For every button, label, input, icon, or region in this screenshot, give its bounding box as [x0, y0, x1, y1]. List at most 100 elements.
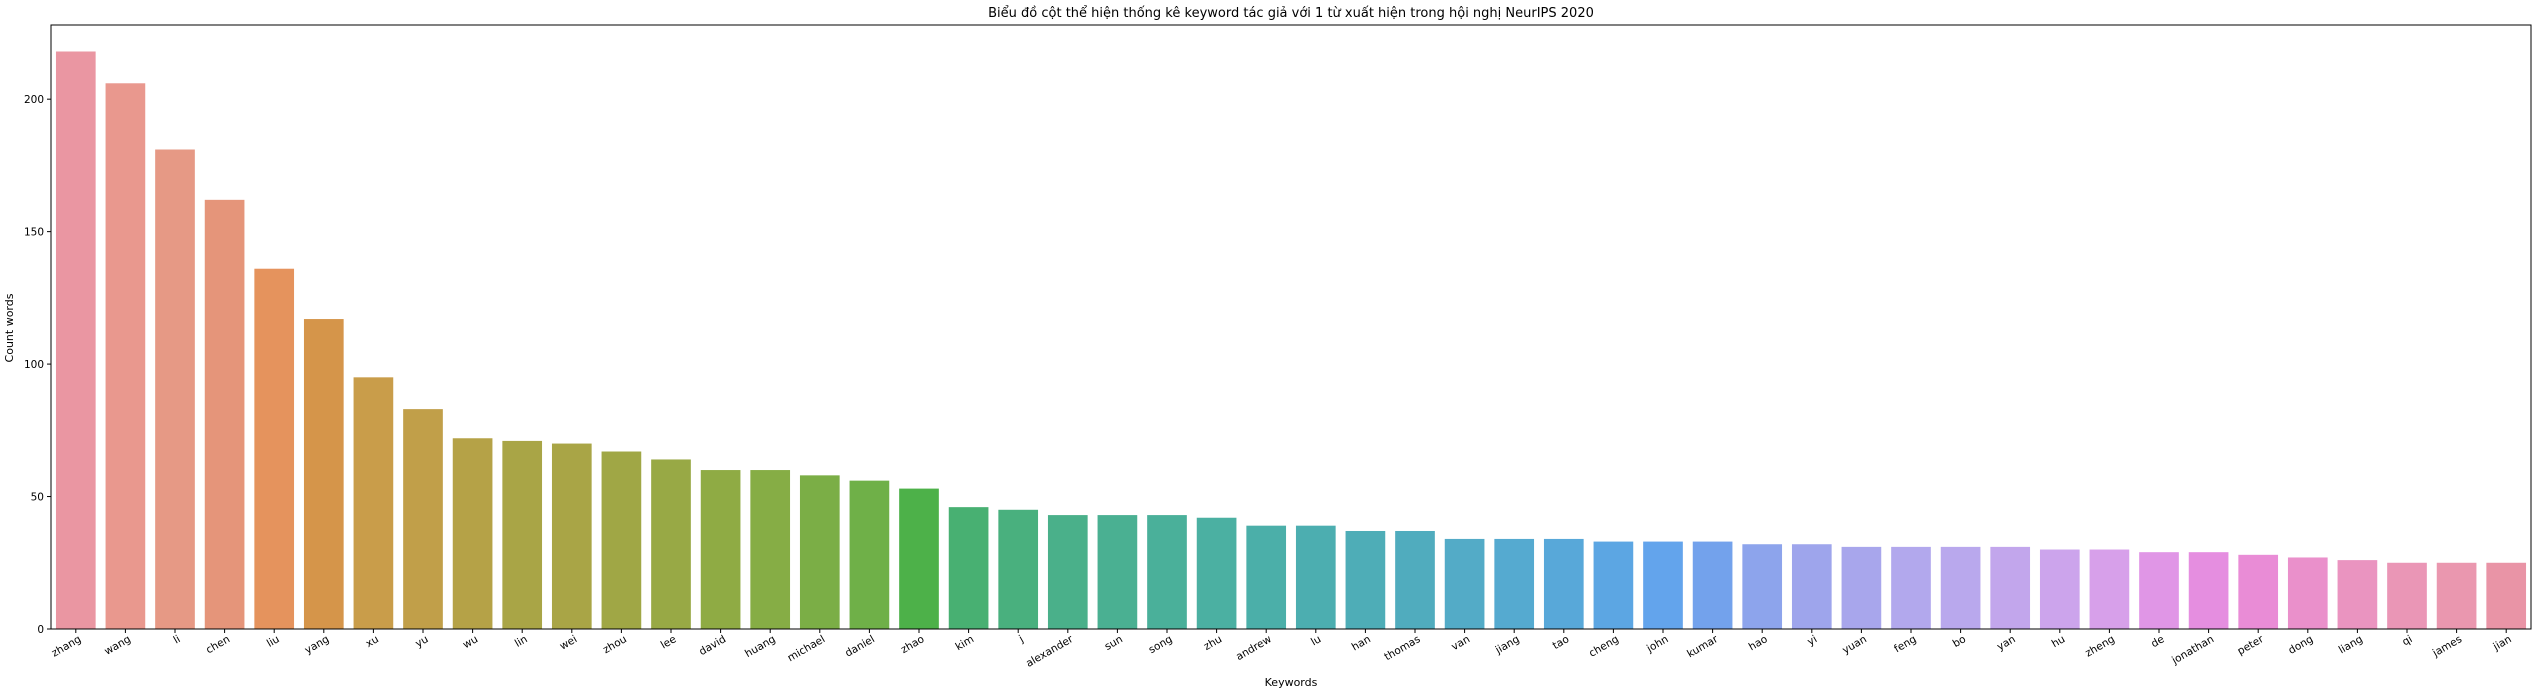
- x-tick-label: zhang: [50, 633, 84, 659]
- bar-hao: [1742, 544, 1783, 629]
- bar-john: [1643, 541, 1683, 629]
- x-tick-label: lu: [1309, 633, 1323, 648]
- bar-jian: [2486, 562, 2527, 629]
- x-tick-label: zhou: [601, 633, 629, 656]
- bar-zheng: [2089, 549, 2130, 629]
- x-tick-label: liu: [265, 633, 282, 650]
- bar-han: [1345, 530, 1386, 629]
- x-tick-label: j: [1016, 633, 1025, 645]
- bar-qi: [2387, 562, 2427, 629]
- x-tick-label: dong: [2286, 633, 2315, 657]
- bar-chen: [204, 199, 245, 629]
- bar-lee: [651, 459, 691, 629]
- x-tick-label: huang: [743, 633, 778, 660]
- x-tick-label: wei: [558, 633, 580, 652]
- x-tick-label: wang: [102, 633, 133, 658]
- bar-peter: [2238, 554, 2279, 629]
- x-tick-label: michael: [785, 633, 827, 664]
- x-tick-label: xu: [364, 633, 381, 650]
- bar-song: [1147, 515, 1187, 629]
- bar-xu: [353, 377, 394, 629]
- bar-j: [998, 509, 1039, 629]
- x-tick-label: zhao: [899, 633, 927, 656]
- bar-li: [155, 149, 195, 629]
- bar-jonathan: [2188, 552, 2229, 629]
- bar-zhao: [899, 488, 939, 629]
- bar-yi: [1791, 544, 1832, 629]
- x-tick-label: cheng: [1587, 633, 1621, 660]
- x-tick-label: yi: [1805, 633, 1819, 648]
- x-tick-label: tao: [1551, 633, 1572, 652]
- x-tick-label: de: [2149, 633, 2166, 650]
- bar-liang: [2337, 560, 2378, 629]
- x-tick-label: yan: [1995, 633, 2018, 653]
- bar-zhang: [55, 51, 96, 630]
- x-tick-label: james: [2430, 633, 2464, 660]
- bar-jiang: [1494, 538, 1535, 629]
- x-tick-label: andrew: [1234, 633, 1274, 663]
- bar-wu: [452, 438, 493, 629]
- x-tick-label: lin: [513, 633, 530, 650]
- bar-tao: [1543, 538, 1584, 629]
- x-tick-label: daniel: [843, 633, 877, 659]
- bar-yan: [1990, 546, 2031, 629]
- bar-sun: [1097, 515, 1138, 629]
- x-tick-label: yang: [303, 633, 331, 656]
- x-axis-ticks: zhang wang li chen liu yang xu yu wu lin wei zhou le…: [50, 629, 2514, 670]
- x-tick-label: david: [697, 633, 728, 658]
- bar-david: [700, 470, 741, 629]
- y-tick-label: 50: [31, 492, 44, 504]
- y-tick-label: 150: [24, 227, 44, 239]
- y-tick-label: 200: [24, 94, 44, 106]
- bar-cheng: [1593, 541, 1634, 629]
- bar-yang: [303, 319, 344, 629]
- x-tick-label: sun: [1103, 633, 1125, 653]
- x-tick-label: hao: [1747, 633, 1770, 653]
- x-tick-label: li: [171, 633, 182, 646]
- x-tick-label: song: [1147, 633, 1175, 656]
- bar-andrew: [1246, 525, 1287, 629]
- x-tick-label: chen: [204, 633, 232, 656]
- x-tick-label: kumar: [1685, 633, 1721, 660]
- y-axis-label: Count words: [3, 293, 16, 362]
- bar-zhou: [601, 451, 642, 629]
- x-tick-label: john: [1644, 633, 1670, 655]
- bar-lin: [502, 440, 543, 629]
- y-tick-label: 100: [24, 359, 44, 371]
- bar-wang: [105, 83, 146, 629]
- x-tick-label: jian: [2490, 633, 2513, 653]
- bar-kumar: [1692, 541, 1733, 629]
- bar-yu: [403, 409, 443, 629]
- bar-de: [2139, 552, 2179, 629]
- bar-james: [2436, 562, 2477, 629]
- x-tick-label: thomas: [1382, 633, 1422, 663]
- bar-van: [1444, 538, 1485, 629]
- bar-zhu: [1196, 517, 1237, 629]
- bar-thomas: [1395, 530, 1435, 629]
- x-tick-label: yu: [413, 633, 430, 650]
- bar-dong: [2287, 557, 2328, 629]
- bar-michael: [799, 475, 840, 629]
- x-tick-label: zheng: [2083, 633, 2117, 659]
- x-tick-label: peter: [2235, 633, 2266, 658]
- bar-wei: [551, 443, 592, 629]
- x-tick-label: bo: [1951, 633, 1968, 650]
- x-tick-label: han: [1350, 633, 1373, 653]
- x-tick-label: wu: [461, 633, 480, 651]
- x-tick-label: feng: [1892, 633, 1918, 655]
- x-tick-label: jiang: [1493, 633, 1522, 657]
- x-tick-label: lee: [659, 633, 679, 651]
- x-tick-label: qi: [2400, 633, 2414, 648]
- bar-huang: [750, 470, 791, 629]
- chart-title: Biểu đồ cột thể hiện thống kê keyword tá…: [988, 6, 1594, 21]
- bar-feng: [1891, 546, 1931, 629]
- y-axis-ticks: 0 50 100 150 200: [24, 94, 51, 636]
- bar-lu: [1295, 525, 1336, 629]
- x-tick-label: hu: [2050, 633, 2068, 650]
- bars-group: [55, 51, 2527, 630]
- bar-kim: [948, 507, 989, 629]
- x-tick-label: alexander: [1024, 633, 1076, 670]
- bar-hu: [2039, 549, 2080, 629]
- x-tick-label: van: [1449, 633, 1472, 653]
